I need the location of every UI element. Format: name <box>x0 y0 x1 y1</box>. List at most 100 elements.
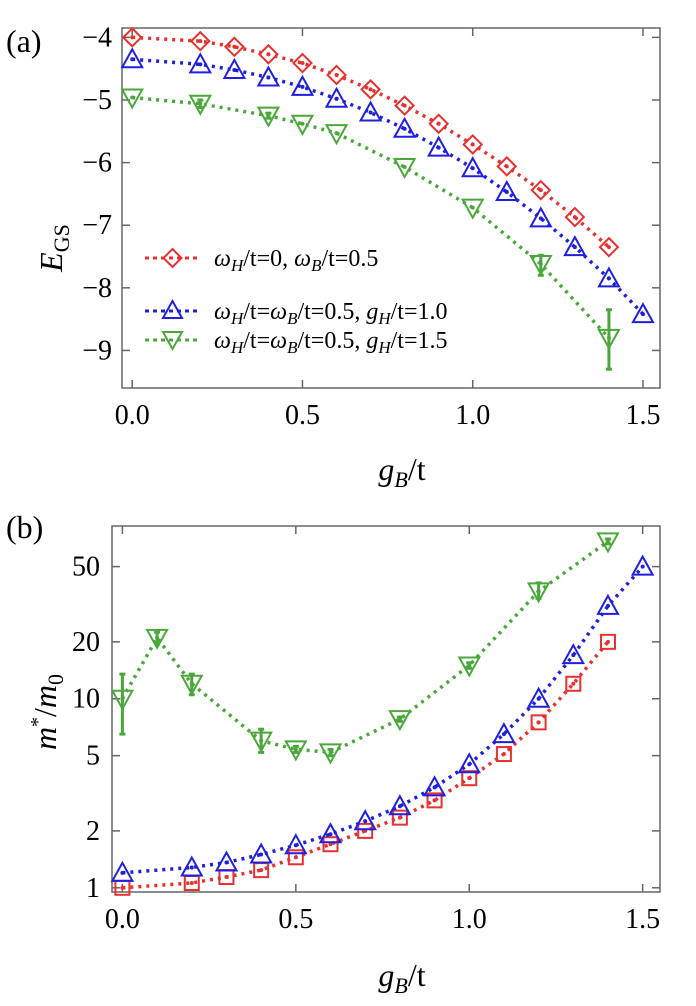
panel-a-frame <box>121 27 661 389</box>
data-point-center <box>130 95 135 100</box>
x-tick-label: 0.0 <box>115 400 150 431</box>
data-point-center <box>536 589 541 594</box>
data-point-center <box>501 752 506 757</box>
series-diamond <box>121 26 620 258</box>
data-point-center <box>402 164 407 169</box>
data-point-center <box>467 663 472 668</box>
data-point <box>318 743 343 765</box>
series-line <box>132 35 611 249</box>
data-point-center <box>334 96 339 101</box>
data-point <box>290 74 315 96</box>
data-point-center <box>402 103 407 108</box>
series-line <box>132 57 645 316</box>
data-point-center <box>259 738 264 743</box>
data-point <box>292 52 313 74</box>
data-point-center <box>232 44 237 49</box>
data-point <box>631 302 655 324</box>
data-point <box>120 88 144 110</box>
data-point-center <box>606 245 611 250</box>
data-point-center <box>130 57 135 62</box>
data-point <box>318 822 343 844</box>
data-point-center <box>224 860 229 865</box>
data-point <box>529 255 553 277</box>
data-point <box>391 809 408 826</box>
legend-red-label: ωH/t=0, ωB/t=0.5 <box>214 246 378 275</box>
x-tick-label: 1.5 <box>625 904 660 935</box>
data-point <box>249 842 273 864</box>
x-tick-label: 0.5 <box>285 400 320 431</box>
y-tick-label: 2 <box>86 816 100 847</box>
data-point-center <box>293 747 298 752</box>
data-point-center <box>432 785 437 790</box>
panel-a-y-ticks: −4 −5 −6 −7 −8 −9 <box>82 22 660 366</box>
data-point-center <box>189 681 194 686</box>
data-point <box>529 206 553 228</box>
panel-b-x-ticks: 0.0 0.5 1.0 1.5 <box>105 526 660 935</box>
data-point <box>249 731 273 753</box>
y-tick-label: −8 <box>82 273 112 304</box>
data-point-center <box>501 732 506 737</box>
legend-blue-marker <box>161 298 184 319</box>
data-point <box>495 746 512 763</box>
data-point-center <box>259 868 264 873</box>
series-line <box>122 640 610 890</box>
data-point <box>388 794 412 816</box>
data-point-center <box>470 205 475 210</box>
data-point-center <box>130 35 135 40</box>
legend-entry-green: ωH/t=ωB/t=0.5, gH/t=1.5 <box>145 328 447 357</box>
data-point-center <box>467 762 472 767</box>
data-point-center <box>300 84 305 89</box>
data-point-center <box>293 855 298 860</box>
y-tick-label: 10 <box>72 684 100 715</box>
data-point <box>256 106 281 128</box>
data-point <box>290 114 315 136</box>
data-point <box>530 179 552 201</box>
data-point <box>596 532 620 554</box>
y-tick-label: −9 <box>82 335 112 366</box>
data-point-center <box>432 798 437 803</box>
data-point-center <box>293 843 298 848</box>
data-point <box>596 593 620 615</box>
legend-green-marker <box>161 331 184 352</box>
data-point <box>256 65 281 87</box>
data-point-center <box>155 635 160 640</box>
data-point <box>563 235 587 257</box>
data-point-center <box>368 87 373 92</box>
data-point <box>180 855 204 877</box>
data-point <box>188 52 213 74</box>
data-point-center <box>334 131 339 136</box>
y-tick-label: −6 <box>82 148 112 179</box>
data-point-center <box>266 113 271 118</box>
data-point-center <box>328 832 333 837</box>
data-point <box>428 113 450 135</box>
data-point-center <box>606 276 611 281</box>
data-point <box>358 100 383 122</box>
data-point-center <box>189 881 194 886</box>
data-point-center <box>328 750 333 755</box>
data-point <box>353 809 377 831</box>
y-tick-label: −5 <box>82 85 112 116</box>
data-point <box>599 633 616 650</box>
data-point-center <box>120 885 125 890</box>
legend-green-label: ωH/t=ωB/t=0.5, gH/t=1.5 <box>214 328 447 357</box>
data-point <box>287 849 304 866</box>
data-point <box>496 155 518 177</box>
panel-b-series <box>110 532 655 896</box>
series-triangle-down <box>110 532 620 765</box>
data-point-center <box>536 696 541 701</box>
data-point-center <box>402 126 407 131</box>
data-point <box>357 822 374 839</box>
data-point-center <box>397 804 402 809</box>
data-point <box>284 740 308 762</box>
data-point-center <box>397 717 402 722</box>
data-point-center <box>198 101 203 106</box>
data-point <box>530 714 547 731</box>
data-point-center <box>470 166 475 171</box>
data-point <box>630 554 655 576</box>
x-tick-label: 0.5 <box>278 904 313 935</box>
panel-a: (a) 0.0 0.5 1.0 1.5 −4 −5 −6 −7 −8 −9 EGS gB/t ω… <box>6 22 661 492</box>
series-line <box>122 565 645 875</box>
data-point-center <box>334 72 339 77</box>
legend-red-marker <box>162 247 183 269</box>
data-point <box>598 236 620 258</box>
